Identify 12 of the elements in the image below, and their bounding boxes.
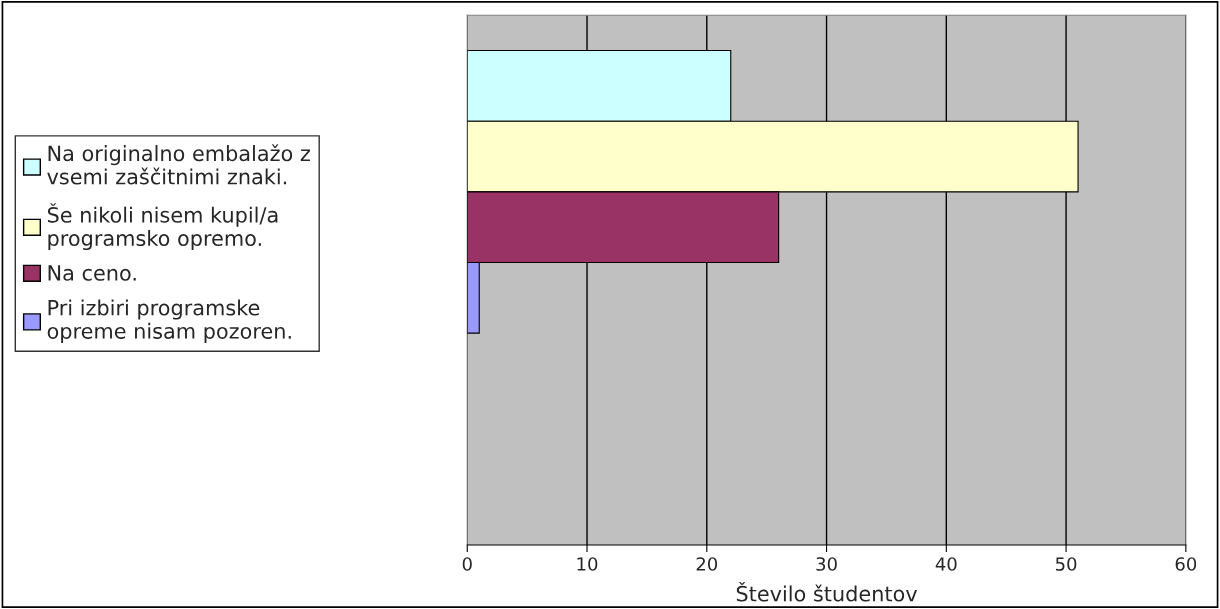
x-tick-label: 0 bbox=[462, 557, 472, 571]
x-tick-label: 60 bbox=[1175, 557, 1197, 571]
legend-label: Na ceno. bbox=[48, 265, 136, 281]
x-tick-label: 40 bbox=[935, 557, 957, 571]
legend-label: Na originalno embalažo z vsemi zaščitnimi znaki. bbox=[47, 144, 310, 185]
x-tick-label: 30 bbox=[816, 557, 837, 571]
x-tick-label: 50 bbox=[1055, 557, 1077, 571]
legend-label: Pri izbiri programske opreme nisam pozoren. bbox=[47, 299, 291, 343]
legend-label: Še nikoli nisem kupil/a programsko opremo. bbox=[47, 203, 278, 251]
x-tick-label: 10 bbox=[577, 557, 598, 571]
x-tick-label: 20 bbox=[696, 557, 718, 571]
x-axis-title: Število študentov bbox=[736, 581, 918, 602]
